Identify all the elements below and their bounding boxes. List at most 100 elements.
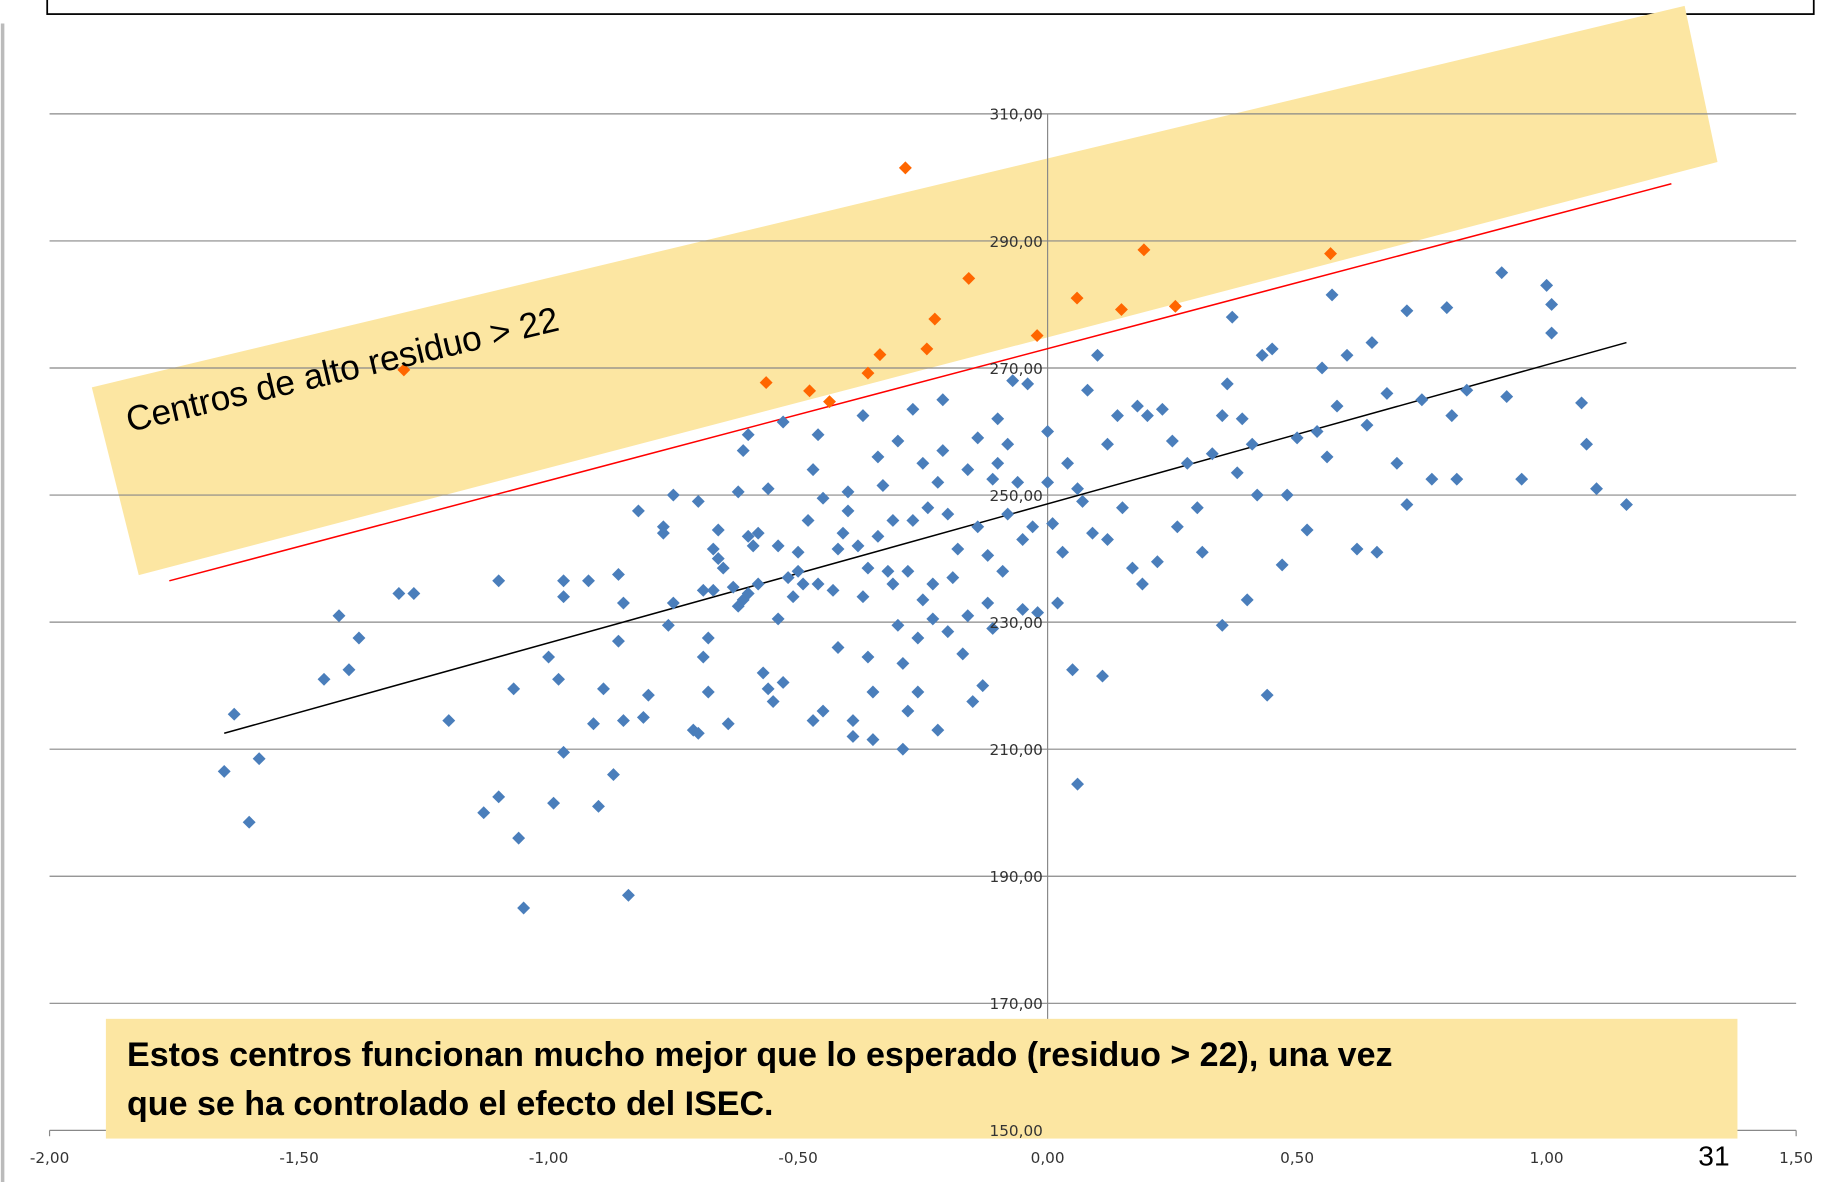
point xyxy=(1215,618,1229,632)
point xyxy=(751,577,765,591)
point xyxy=(901,704,915,718)
top-frame xyxy=(46,0,1815,15)
point xyxy=(856,409,870,423)
point xyxy=(1275,558,1289,572)
point xyxy=(946,571,960,585)
point xyxy=(866,685,880,699)
point xyxy=(701,685,715,699)
point xyxy=(1096,669,1109,683)
point xyxy=(1046,517,1060,531)
point xyxy=(901,564,915,578)
point xyxy=(766,695,780,708)
point xyxy=(332,609,346,623)
point xyxy=(1245,437,1259,451)
point xyxy=(696,583,710,597)
point xyxy=(966,695,980,708)
point xyxy=(898,161,912,175)
point xyxy=(1315,361,1329,375)
point xyxy=(791,564,805,578)
point xyxy=(851,539,865,553)
point xyxy=(771,539,785,553)
point xyxy=(1076,494,1089,508)
point xyxy=(803,384,817,398)
point xyxy=(342,663,356,677)
point xyxy=(252,752,266,766)
point xyxy=(597,682,610,696)
point xyxy=(227,707,241,721)
point xyxy=(1580,437,1594,451)
point xyxy=(716,561,730,575)
point xyxy=(861,366,875,380)
point xyxy=(1540,278,1554,292)
point xyxy=(816,491,830,505)
y-tick-label: 170,00 xyxy=(990,995,1043,1013)
point xyxy=(871,529,885,543)
point xyxy=(986,622,1000,635)
point xyxy=(1205,447,1219,461)
point xyxy=(931,723,945,737)
y-tick-label: 210,00 xyxy=(990,741,1043,759)
point xyxy=(1071,777,1085,791)
point xyxy=(656,526,670,540)
point xyxy=(701,631,715,645)
point xyxy=(911,685,925,699)
point xyxy=(507,682,521,696)
point xyxy=(1330,399,1344,413)
trend-line xyxy=(224,341,1627,735)
point xyxy=(1400,498,1414,512)
point xyxy=(1255,348,1269,362)
note-box xyxy=(105,1018,1738,1139)
point xyxy=(317,672,331,686)
point xyxy=(582,574,595,588)
point xyxy=(1324,247,1338,261)
point xyxy=(781,571,795,585)
point xyxy=(542,650,556,664)
point xyxy=(1320,450,1334,464)
point xyxy=(691,726,705,740)
point xyxy=(1590,482,1603,496)
point xyxy=(961,463,975,477)
highlight-band xyxy=(91,5,1718,576)
point xyxy=(587,717,600,731)
point xyxy=(841,485,855,499)
point xyxy=(1495,266,1509,280)
point xyxy=(1190,501,1204,515)
point xyxy=(936,393,950,407)
point xyxy=(756,666,770,680)
point xyxy=(711,552,725,566)
point xyxy=(926,612,940,626)
x-tick-label: 0,50 xyxy=(1280,1149,1314,1167)
point xyxy=(1340,348,1354,362)
point xyxy=(941,507,955,521)
point xyxy=(881,564,895,578)
point xyxy=(1575,396,1589,410)
point xyxy=(397,363,411,377)
point xyxy=(1310,425,1324,438)
point xyxy=(1101,437,1114,451)
x-tick-label: -1,00 xyxy=(529,1149,568,1167)
point xyxy=(1155,402,1169,416)
point xyxy=(806,463,820,477)
note-line: que se ha controlado el efecto del ISEC. xyxy=(127,1085,773,1123)
point xyxy=(696,650,710,664)
point xyxy=(936,444,950,458)
point xyxy=(981,548,995,562)
point xyxy=(1001,437,1015,451)
marks xyxy=(169,161,1672,915)
point xyxy=(771,612,785,626)
point xyxy=(1061,456,1075,470)
point xyxy=(1260,688,1274,702)
point xyxy=(761,682,775,696)
x-tick-label: -0,50 xyxy=(778,1149,817,1167)
point xyxy=(996,564,1010,578)
y-tick-label: 250,00 xyxy=(990,487,1043,505)
point xyxy=(1325,288,1339,302)
point xyxy=(1620,498,1633,512)
point xyxy=(941,625,955,639)
point xyxy=(616,714,630,728)
point xyxy=(636,710,650,724)
point xyxy=(1445,409,1459,423)
point xyxy=(1365,336,1379,350)
point xyxy=(741,529,755,543)
point xyxy=(1195,545,1209,559)
